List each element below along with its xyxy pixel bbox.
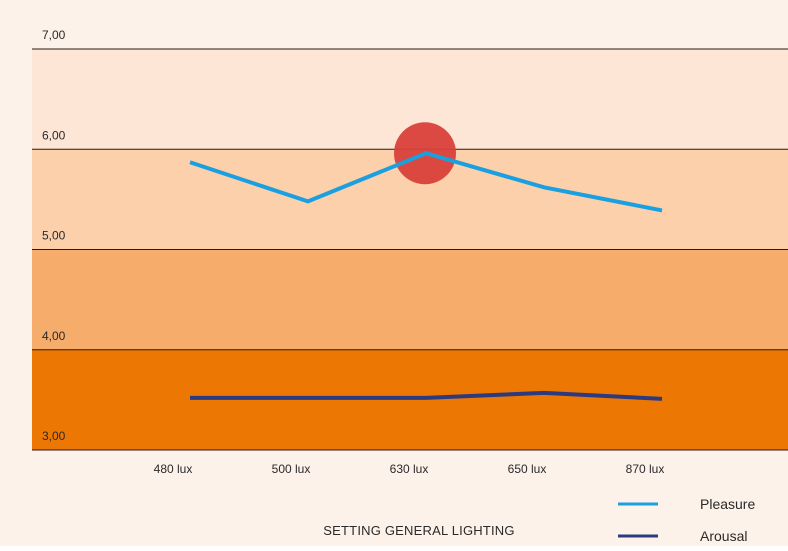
y-tick-label: 3,00 xyxy=(42,429,66,443)
y-tick-label: 5,00 xyxy=(42,229,66,243)
y-axis-ticks: 7,00 6,00 5,00 4,00 3,00 xyxy=(42,28,66,443)
x-axis-label: SETTING GENERAL LIGHTING xyxy=(323,523,514,538)
chart-legend: Pleasure Arousal xyxy=(618,496,755,544)
band-3 xyxy=(32,349,788,450)
y-tick-label: 4,00 xyxy=(42,329,66,343)
legend-label-pleasure: Pleasure xyxy=(700,496,755,512)
x-axis-ticks: 480 lux 500 lux 630 lux 650 lux 870 lux xyxy=(154,462,665,476)
band-2 xyxy=(32,249,788,350)
x-tick-label: 870 lux xyxy=(626,462,665,476)
series-line-pleasure xyxy=(189,151,663,213)
chart-bands xyxy=(32,49,788,450)
y-tick-label: 6,00 xyxy=(42,128,66,142)
x-tick-label: 630 lux xyxy=(390,462,429,476)
x-tick-label: 480 lux xyxy=(154,462,193,476)
legend-label-arousal: Arousal xyxy=(700,528,747,544)
x-tick-label: 650 lux xyxy=(508,462,547,476)
x-tick-label: 500 lux xyxy=(272,462,311,476)
y-tick-label: 7,00 xyxy=(42,28,66,42)
series-layer xyxy=(189,151,663,401)
series-line-arousal xyxy=(190,390,663,401)
